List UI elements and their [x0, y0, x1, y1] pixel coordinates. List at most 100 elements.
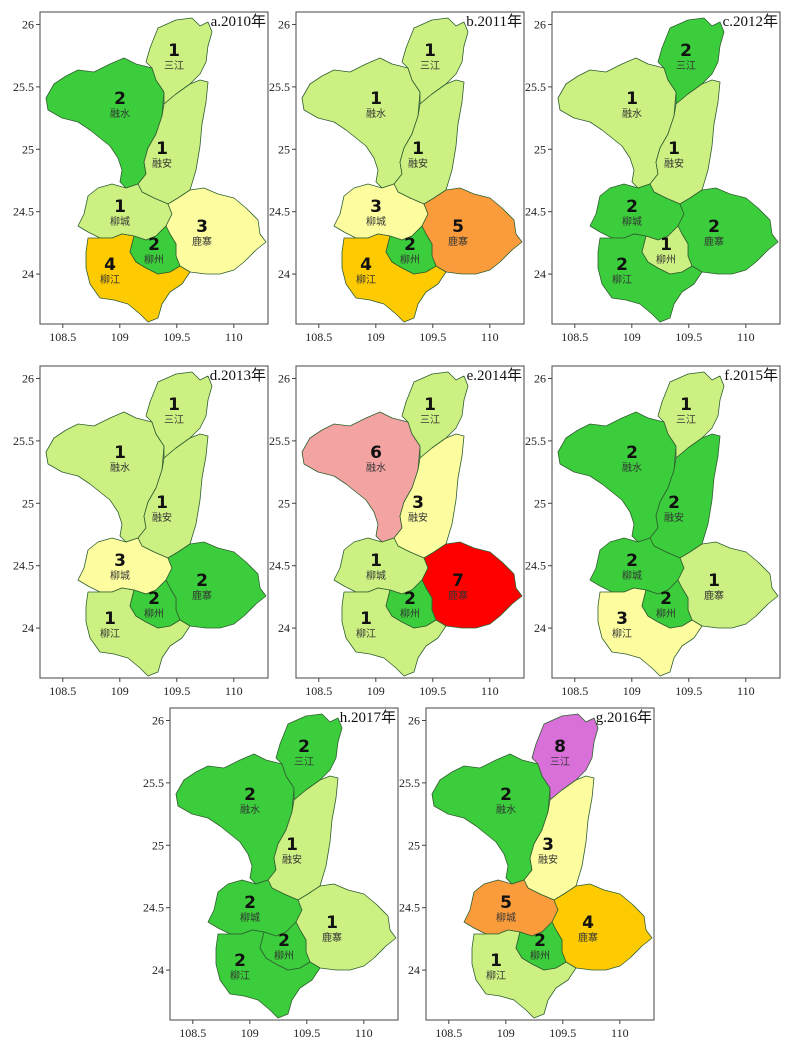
- rank-label-liujiang: 2: [616, 255, 628, 275]
- region-name-luzhai: 鹿寨: [192, 589, 212, 602]
- y-tick-label: 25: [534, 142, 546, 156]
- panel-title: e.2014年: [467, 367, 522, 384]
- y-tick-label: 25.5: [269, 80, 290, 94]
- rank-label-rongan: 1: [286, 835, 298, 855]
- x-tick-label: 109: [623, 330, 641, 344]
- y-tick-label: 26: [278, 371, 290, 385]
- region-sanjiang: [275, 713, 343, 801]
- region-name-rongan: 融安: [664, 157, 684, 170]
- panel-title: d.2013年: [210, 367, 266, 384]
- rank-label-luzhai: 4: [582, 913, 594, 933]
- region-name-luzhai: 鹿寨: [704, 235, 724, 248]
- rank-label-liujiang: 2: [234, 951, 246, 971]
- region-name-luzhai: 鹿寨: [578, 931, 598, 944]
- region-name-liucheng: 柳城: [366, 569, 386, 582]
- y-tick-label: 26: [534, 371, 546, 385]
- y-tick-label: 24: [278, 621, 290, 635]
- region-name-liujiang: 柳江: [612, 273, 632, 286]
- y-tick-label: 25: [534, 496, 546, 510]
- rank-label-liucheng: 5: [500, 893, 512, 913]
- y-tick-label: 25: [152, 838, 164, 852]
- region-name-rongan: 融安: [282, 853, 302, 866]
- rank-label-rongshui: 6: [370, 443, 382, 463]
- region-name-liuzhou: 柳州: [656, 607, 676, 620]
- y-tick-label: 25: [278, 496, 290, 510]
- rank-label-rongshui: 2: [244, 785, 256, 805]
- region-name-sanjiang: 三江: [420, 60, 440, 72]
- rank-label-rongshui: 2: [500, 785, 512, 805]
- x-tick-label: 109.5: [549, 1026, 576, 1040]
- rank-label-rongan: 1: [412, 139, 424, 159]
- region-name-rongan: 融安: [664, 511, 684, 524]
- region-name-liuzhou: 柳州: [274, 949, 294, 962]
- y-tick-label: 26: [278, 17, 290, 31]
- rank-label-liucheng: 2: [244, 893, 256, 913]
- y-tick-label: 25: [22, 496, 34, 510]
- region-name-rongshui: 融水: [496, 804, 516, 816]
- region-name-liucheng: 柳城: [240, 911, 260, 924]
- region-name-rongan: 融安: [408, 157, 428, 170]
- x-tick-label: 109: [497, 1026, 515, 1040]
- region-name-liuzhou: 柳州: [400, 607, 420, 620]
- region-name-liucheng: 柳城: [110, 569, 130, 582]
- x-tick-label: 109: [111, 330, 129, 344]
- y-tick-label: 24.5: [525, 205, 546, 219]
- y-tick-label: 25.5: [525, 434, 546, 448]
- y-tick-label: 25: [408, 838, 420, 852]
- x-tick-label: 109: [241, 1026, 259, 1040]
- x-tick-label: 108.5: [179, 1026, 206, 1040]
- region-liuzhou: [259, 921, 311, 971]
- rank-label-rongshui: 1: [626, 89, 638, 109]
- panel-title: a.2010年: [211, 13, 266, 30]
- x-tick-label: 109.5: [293, 1026, 320, 1040]
- region-name-sanjiang: 三江: [164, 60, 184, 72]
- region-name-liujiang: 柳江: [612, 627, 632, 640]
- y-tick-label: 26: [534, 17, 546, 31]
- rank-label-liuzhou: 2: [404, 589, 416, 609]
- map-panel: 108.5 109 109.5 1102625.52524.5241融水1三江1融安3…: [269, 11, 525, 344]
- region-name-liujiang: 柳江: [486, 969, 506, 982]
- region-name-sanjiang: 三江: [676, 414, 696, 426]
- rank-label-rongan: 1: [668, 139, 680, 159]
- rank-label-luzhai: 1: [708, 571, 720, 591]
- rank-label-liuzhou: 2: [404, 235, 416, 255]
- rank-label-luzhai: 1: [326, 913, 338, 933]
- x-tick-label: 110: [355, 1026, 373, 1040]
- region-name-rongshui: 融水: [622, 462, 642, 474]
- y-tick-label: 24: [534, 267, 546, 281]
- region-name-liujiang: 柳江: [100, 627, 120, 640]
- region-name-rongan: 融安: [152, 511, 172, 524]
- y-tick-label: 24.5: [13, 559, 34, 573]
- region-name-luzhai: 鹿寨: [448, 589, 468, 602]
- rank-label-liujiang: 1: [490, 951, 502, 971]
- rank-label-rongan: 2: [668, 493, 680, 513]
- y-tick-label: 25.5: [525, 80, 546, 94]
- rank-label-sanjiang: 2: [298, 737, 310, 757]
- x-tick-label: 110: [611, 1026, 629, 1040]
- region-name-rongshui: 融水: [366, 108, 386, 120]
- rank-label-rongshui: 1: [114, 443, 126, 463]
- rank-label-sanjiang: 1: [680, 395, 692, 415]
- region-liuzhou: [641, 225, 693, 275]
- y-tick-label: 25.5: [399, 776, 420, 790]
- y-tick-label: 25.5: [269, 434, 290, 448]
- rank-label-rongshui: 2: [114, 89, 126, 109]
- map-panel: 108.5 109 109.5 1102625.52524.5242融水2三江1融安2…: [143, 707, 399, 1040]
- panel-title: f.2015年: [724, 367, 778, 384]
- y-tick-label: 24: [278, 267, 290, 281]
- region-name-liuzhou: 柳州: [530, 949, 550, 962]
- x-tick-label: 108.5: [561, 330, 588, 344]
- y-tick-label: 25.5: [143, 776, 164, 790]
- region-name-luzhai: 鹿寨: [448, 235, 468, 248]
- region-sanjiang: [401, 17, 469, 105]
- rank-label-liuzhou: 2: [148, 235, 160, 255]
- rank-label-luzhai: 7: [452, 571, 464, 591]
- x-tick-label: 109.5: [163, 684, 190, 698]
- region-sanjiang: [531, 713, 599, 801]
- panel-title: h.2017年: [340, 709, 396, 726]
- rank-label-liucheng: 3: [114, 551, 126, 571]
- rank-label-liujiang: 1: [104, 609, 116, 629]
- x-tick-label: 110: [737, 684, 755, 698]
- x-tick-label: 109.5: [675, 684, 702, 698]
- y-tick-label: 24: [534, 621, 546, 635]
